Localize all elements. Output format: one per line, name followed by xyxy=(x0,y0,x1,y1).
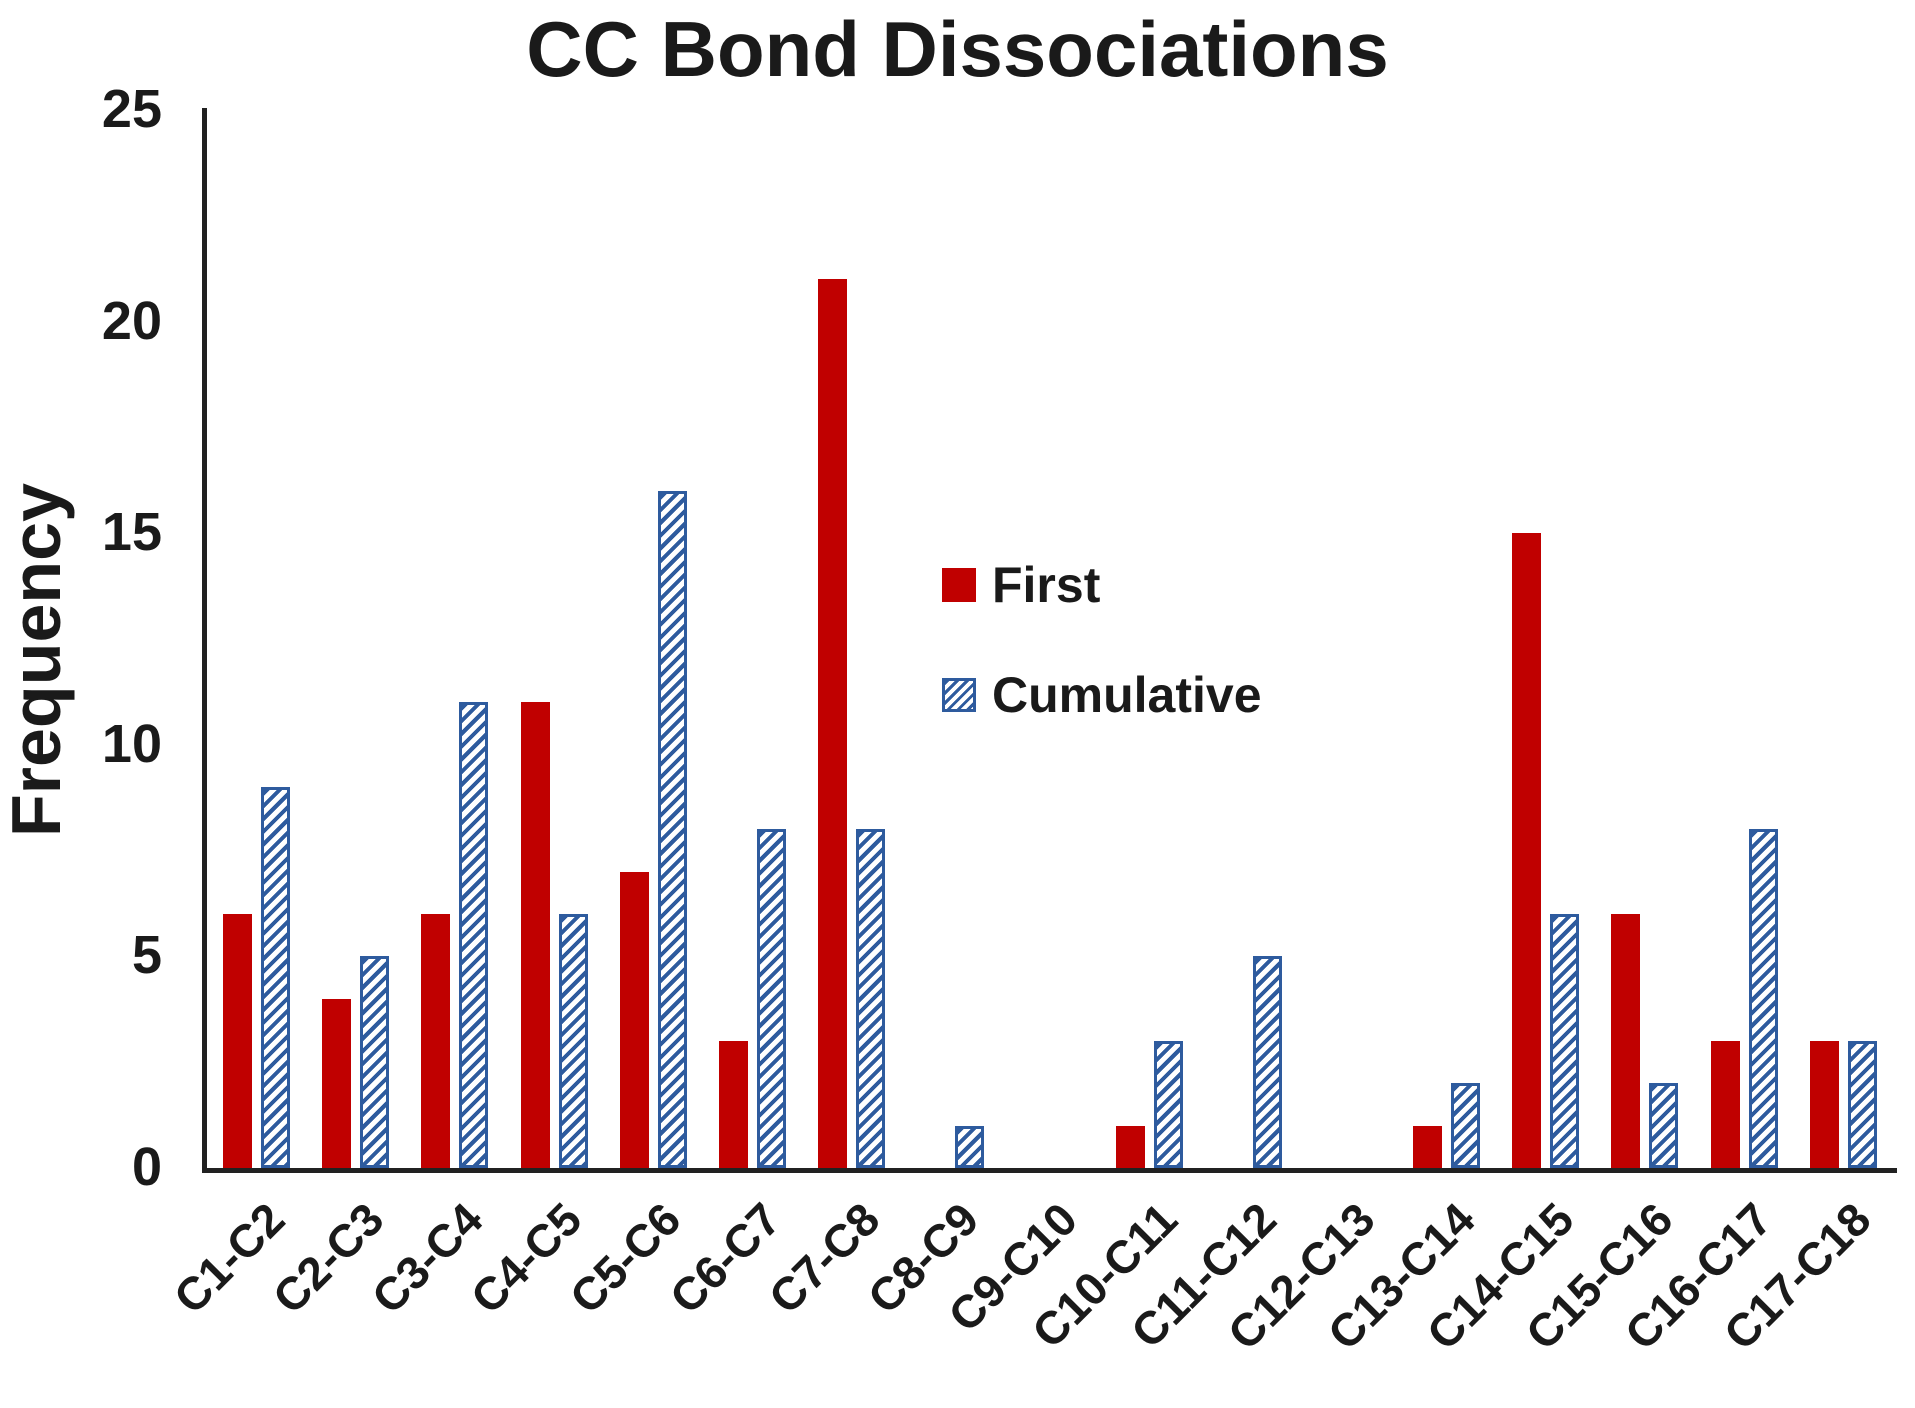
bar-group-C2-C3 xyxy=(306,110,405,1168)
bar-group-C8-C9 xyxy=(901,110,1000,1168)
plot-area xyxy=(207,110,1893,1168)
bar-first-C15-C16 xyxy=(1611,914,1641,1168)
bar-first-C13-C14 xyxy=(1413,1125,1443,1168)
bar-first-C7-C8 xyxy=(818,279,848,1168)
bar-first-C3-C4 xyxy=(421,914,451,1168)
legend: First Cumulative xyxy=(942,556,1262,776)
bar-group-C12-C13 xyxy=(1298,110,1397,1168)
bar-group-C11-C12 xyxy=(1199,110,1298,1168)
legend-item-first: First xyxy=(942,556,1262,614)
bar-first-C4-C5 xyxy=(520,702,550,1168)
bar-cumulative-C6-C7 xyxy=(756,829,786,1168)
bar-group-C17-C18 xyxy=(1794,110,1893,1168)
bar-group-C7-C8 xyxy=(802,110,901,1168)
bar-cumulative-C4-C5 xyxy=(558,914,588,1168)
bar-group-C14-C15 xyxy=(1496,110,1595,1168)
bar-cumulative-C14-C15 xyxy=(1550,914,1580,1168)
legend-item-cumulative: Cumulative xyxy=(942,666,1262,724)
bar-group-C16-C17 xyxy=(1695,110,1794,1168)
x-tick-label-C5-C6: C5-C6 xyxy=(560,1192,691,1324)
bar-cumulative-C8-C9 xyxy=(955,1125,985,1168)
bar-cumulative-C10-C11 xyxy=(1153,1041,1183,1168)
bar-first-C17-C18 xyxy=(1809,1041,1839,1168)
x-tick-label-C6-C7: C6-C7 xyxy=(659,1192,790,1324)
bar-group-C6-C7 xyxy=(703,110,802,1168)
bar-cumulative-C11-C12 xyxy=(1252,956,1282,1168)
bar-cumulative-C13-C14 xyxy=(1451,1083,1481,1168)
bar-group-C10-C11 xyxy=(1100,110,1199,1168)
bar-first-C5-C6 xyxy=(619,871,649,1168)
bar-cumulative-C16-C17 xyxy=(1748,829,1778,1168)
y-axis-line xyxy=(202,108,207,1173)
y-tick-label-20: 20 xyxy=(101,290,162,351)
bar-group-C3-C4 xyxy=(405,110,504,1168)
y-tick-label-0: 0 xyxy=(131,1136,162,1197)
y-tick-label-15: 15 xyxy=(101,501,162,562)
bar-group-C5-C6 xyxy=(604,110,703,1168)
x-axis-line xyxy=(202,1168,1897,1173)
legend-label-cumulative: Cumulative xyxy=(992,667,1262,723)
x-tick-label-C1-C2: C1-C2 xyxy=(163,1192,295,1324)
bar-cumulative-C15-C16 xyxy=(1649,1083,1679,1168)
bar-group-C4-C5 xyxy=(505,110,604,1168)
bar-first-C16-C17 xyxy=(1710,1041,1740,1168)
bar-cumulative-C7-C8 xyxy=(856,829,886,1168)
x-tick-label-C2-C3: C2-C3 xyxy=(262,1192,394,1324)
bar-cumulative-C17-C18 xyxy=(1847,1041,1877,1168)
legend-swatch-first-icon xyxy=(942,568,976,602)
y-tick-label-5: 5 xyxy=(131,925,162,986)
bar-first-C6-C7 xyxy=(718,1041,748,1168)
bar-cumulative-C3-C4 xyxy=(459,702,489,1168)
y-tick-label-25: 25 xyxy=(101,78,162,139)
bar-cumulative-C5-C6 xyxy=(657,490,687,1168)
bar-first-C10-C11 xyxy=(1115,1125,1145,1168)
bar-group-C13-C14 xyxy=(1397,110,1496,1168)
legend-swatch-cumulative-icon xyxy=(942,678,976,712)
bar-first-C2-C3 xyxy=(322,998,352,1168)
bar-first-C14-C15 xyxy=(1512,533,1542,1168)
chart-title: CC Bond Dissociations xyxy=(526,5,1389,93)
x-tick-label-C3-C4: C3-C4 xyxy=(361,1192,493,1324)
bar-group-C15-C16 xyxy=(1595,110,1694,1168)
bar-group-C1-C2 xyxy=(207,110,306,1168)
x-tick-label-C4-C5: C4-C5 xyxy=(460,1192,592,1324)
x-tick-label-C7-C8: C7-C8 xyxy=(758,1192,890,1324)
bar-cumulative-C2-C3 xyxy=(360,956,390,1168)
bar-first-C1-C2 xyxy=(223,914,253,1168)
bar-cumulative-C1-C2 xyxy=(261,787,291,1168)
y-tick-label-10: 10 xyxy=(101,713,162,774)
legend-label-first: First xyxy=(992,557,1101,613)
